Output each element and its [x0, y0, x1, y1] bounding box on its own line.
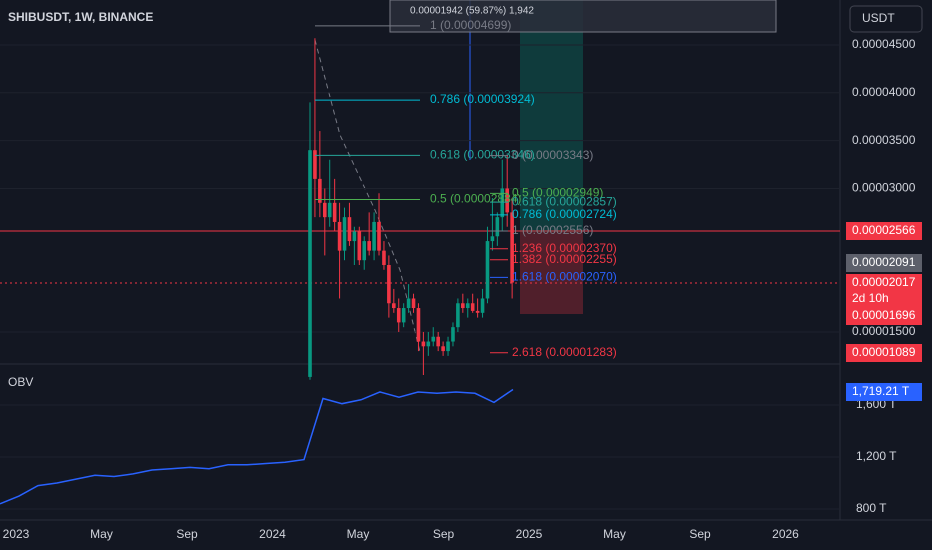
- fib-label: 1.236 (0.00002370): [512, 241, 617, 255]
- price-badge-label: 0.00001696: [852, 308, 916, 322]
- price-badge: [846, 308, 922, 325]
- x-tick-label: 2026: [772, 527, 799, 541]
- y-tick-label: 0.00003000: [852, 181, 916, 195]
- candle-body: [313, 150, 317, 179]
- y-tick-label: 0.00001500: [852, 324, 916, 338]
- price-badge-label: 2d 10h: [852, 291, 889, 305]
- candle-body: [318, 178, 322, 203]
- x-tick-label: Sep: [176, 527, 198, 541]
- fib-label: 0.786 (0.00003924): [430, 92, 535, 106]
- candle-body: [387, 264, 391, 304]
- fib-label: 1 (0.00004699): [430, 18, 511, 32]
- fib-label: 1.618 (0.00002070): [512, 270, 617, 284]
- fib-label: 1.382 (0.00002255): [512, 252, 617, 266]
- price-badge-label: 0.00002017: [852, 275, 916, 289]
- long-stop-zone: [520, 232, 583, 314]
- x-tick-label: Sep: [433, 527, 455, 541]
- candle-body: [392, 303, 396, 309]
- currency-label[interactable]: USDT: [862, 11, 895, 25]
- x-tick-label: May: [603, 527, 626, 541]
- candle-body: [451, 327, 455, 342]
- candle-body: [342, 217, 347, 251]
- candle-body: [377, 221, 381, 251]
- y-tick-label: 0.00004500: [852, 37, 916, 51]
- candle-body: [465, 303, 470, 309]
- candle-body: [352, 231, 357, 242]
- candle-body: [357, 231, 362, 261]
- price-badge-label: 0.00002091: [852, 255, 916, 269]
- fib-label: 2.618 (0.00001283): [512, 345, 617, 359]
- candle-body: [396, 308, 401, 323]
- obv-badge: [846, 383, 922, 401]
- currency-button[interactable]: [849, 5, 923, 33]
- price-badge: [846, 254, 922, 272]
- candle-body: [500, 188, 505, 218]
- candle-body: [490, 236, 495, 242]
- candle-body: [308, 150, 312, 377]
- candle-body: [327, 202, 332, 218]
- candle-body: [456, 303, 460, 328]
- candle-body: [337, 221, 342, 251]
- candle-body: [426, 341, 431, 347]
- candle-body: [461, 303, 465, 309]
- candle-body: [475, 310, 480, 313]
- x-tick-label: 2024: [259, 527, 286, 541]
- candle-body: [416, 308, 421, 342]
- obv-title: OBV: [8, 375, 33, 389]
- candle-body: [411, 298, 416, 309]
- y-tick-label: 800 T: [856, 501, 887, 515]
- x-tick-label: 2023: [3, 527, 30, 541]
- candle-body: [367, 241, 371, 251]
- y-tick-label: 0.00004000: [852, 85, 916, 99]
- candle-body: [406, 298, 411, 309]
- candle-body: [495, 217, 500, 237]
- obv-line: [0, 388, 514, 505]
- x-tick-label: 2025: [516, 527, 543, 541]
- price-badge: [846, 344, 922, 362]
- fib-label: 1 (0.00002556): [512, 223, 593, 237]
- measure-box: [389, 0, 777, 33]
- candle-body: [441, 346, 445, 352]
- candle-body: [505, 188, 509, 213]
- candle-body: [510, 212, 514, 283]
- candle-body: [421, 341, 426, 347]
- y-tick-label: 1,200 T: [856, 449, 897, 463]
- obv-badge-label: 1,719.21 T: [852, 384, 910, 398]
- candle-body: [332, 202, 337, 222]
- candle-body: [470, 303, 475, 311]
- price-badge: [846, 291, 922, 308]
- price-badge: [846, 222, 922, 240]
- candle-body: [436, 336, 440, 347]
- x-tick-label: May: [347, 527, 370, 541]
- y-tick-label: 0.00003500: [852, 133, 916, 147]
- fib-label: 0.618 (0.00003346): [430, 148, 535, 162]
- candle-body: [322, 202, 327, 218]
- candle-body: [382, 250, 386, 265]
- fib-label: 0.618 (0.00002857): [512, 194, 617, 208]
- measure-info: 0.00001942 (59.87%) 1,942: [410, 6, 534, 17]
- x-tick-label: May: [90, 527, 113, 541]
- price-badge: [846, 274, 922, 291]
- candle-body: [372, 221, 376, 251]
- candle-body: [485, 241, 490, 299]
- price-badge-label: 0.00002566: [852, 223, 916, 237]
- long-target-zone: [520, 0, 583, 232]
- fib-label: 0.5 (0.00002949): [512, 186, 603, 200]
- price-badge-label: 0.00001089: [852, 345, 916, 359]
- candle-body: [401, 308, 406, 323]
- trend-drawing: [314, 39, 421, 353]
- fib-label: 0 (0.00003343): [512, 148, 593, 162]
- candle-body: [347, 217, 352, 242]
- candle-body: [431, 336, 436, 342]
- candle-body: [480, 298, 485, 313]
- symbol-title: SHIBUSDT, 1W, BINANCE: [8, 10, 153, 24]
- x-tick-label: Sep: [689, 527, 711, 541]
- candle-body: [362, 241, 367, 261]
- candle-body: [446, 341, 450, 352]
- fib-label: 0.786 (0.00002724): [512, 207, 617, 221]
